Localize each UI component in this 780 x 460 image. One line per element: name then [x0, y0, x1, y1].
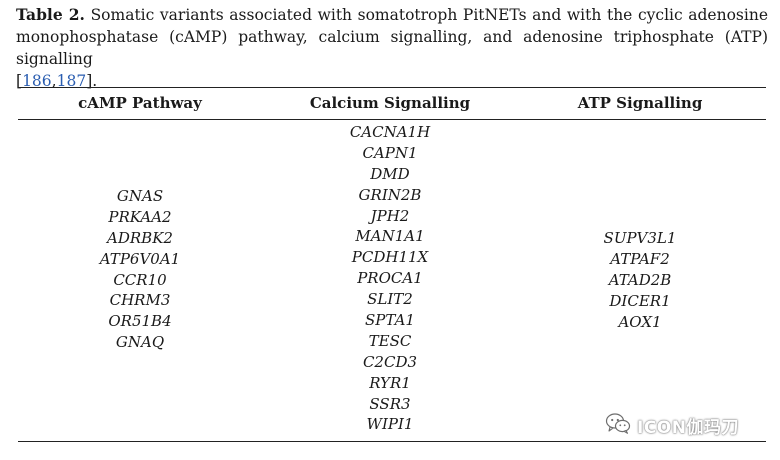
- gene-cell: SUPV3L1: [603, 229, 677, 247]
- gene-cell: CHRM3: [109, 291, 171, 310]
- watermark: ICON伽玛刀: [605, 412, 739, 438]
- gene-cell: MAN1A1: [355, 227, 425, 246]
- gene-cell: ATP6V0A1: [99, 249, 181, 268]
- gene-cell: CAPN1: [362, 143, 418, 162]
- gene-cell: PCDH11X: [351, 248, 429, 267]
- gene-cell: ADRBK2: [107, 228, 173, 247]
- table-header-rule: [18, 119, 766, 120]
- gene-cell: WIPI1: [366, 415, 414, 434]
- gene-cell: JPH2: [370, 206, 410, 225]
- gene-cell: RYR1: [369, 373, 411, 392]
- table-bottom-rule: [18, 441, 766, 443]
- gene-cell: SSR3: [369, 394, 411, 413]
- gene-cell: DICER1: [609, 291, 671, 310]
- table-label: Table 2.: [16, 5, 85, 24]
- gene-cell: SPTA1: [365, 311, 415, 330]
- reference-separator: ,: [51, 72, 57, 90]
- gene-cell: TESC: [368, 331, 412, 350]
- gene-cell: CACNA1H: [349, 123, 431, 141]
- gene-cell: SLIT2: [367, 290, 413, 309]
- reference-link-186[interactable]: 186: [22, 72, 52, 90]
- column-header-calcium: Calcium Signalling: [309, 94, 471, 112]
- reference-bracket-open: [: [16, 72, 23, 90]
- gene-cell: PRKAA2: [108, 207, 172, 226]
- wechat-icon: [605, 412, 631, 438]
- gene-cell: GNAQ: [115, 333, 165, 352]
- table-top-rule: [18, 87, 766, 89]
- camp-gene-list: GNAS PRKAA2 ADRBK2 ATP6V0A1 CCR10 CHRM3 …: [40, 186, 240, 353]
- column-header-camp: cAMP Pathway: [78, 94, 202, 112]
- gene-cell: ATPAF2: [610, 249, 670, 268]
- gene-cell: GRIN2B: [358, 185, 422, 204]
- watermark-text: ICON伽玛刀: [637, 417, 739, 438]
- gene-cell: CCR10: [113, 270, 167, 289]
- gene-cell: PROCA1: [357, 269, 423, 288]
- gene-cell: ATAD2B: [608, 270, 672, 289]
- gene-cell: OR51B4: [108, 312, 172, 331]
- gene-cell: AOX1: [618, 312, 662, 331]
- table-caption: Table 2. Somatic variants associated wit…: [16, 4, 768, 92]
- column-header-atp: ATP Signalling: [577, 94, 703, 112]
- atp-gene-list: SUPV3L1 ATPAF2 ATAD2B DICER1 AOX1: [540, 228, 740, 332]
- gene-cell: GNAS: [116, 187, 164, 205]
- reference-link-187[interactable]: 187: [56, 72, 87, 90]
- caption-text: Somatic variants associated with somatot…: [16, 6, 768, 68]
- gene-cell: DMD: [370, 164, 410, 183]
- reference-bracket-close: ].: [86, 72, 98, 90]
- gene-cell: C2CD3: [362, 352, 418, 371]
- calcium-gene-list: CACNA1H CAPN1 DMD GRIN2B JPH2 MAN1A1 PCD…: [290, 122, 490, 435]
